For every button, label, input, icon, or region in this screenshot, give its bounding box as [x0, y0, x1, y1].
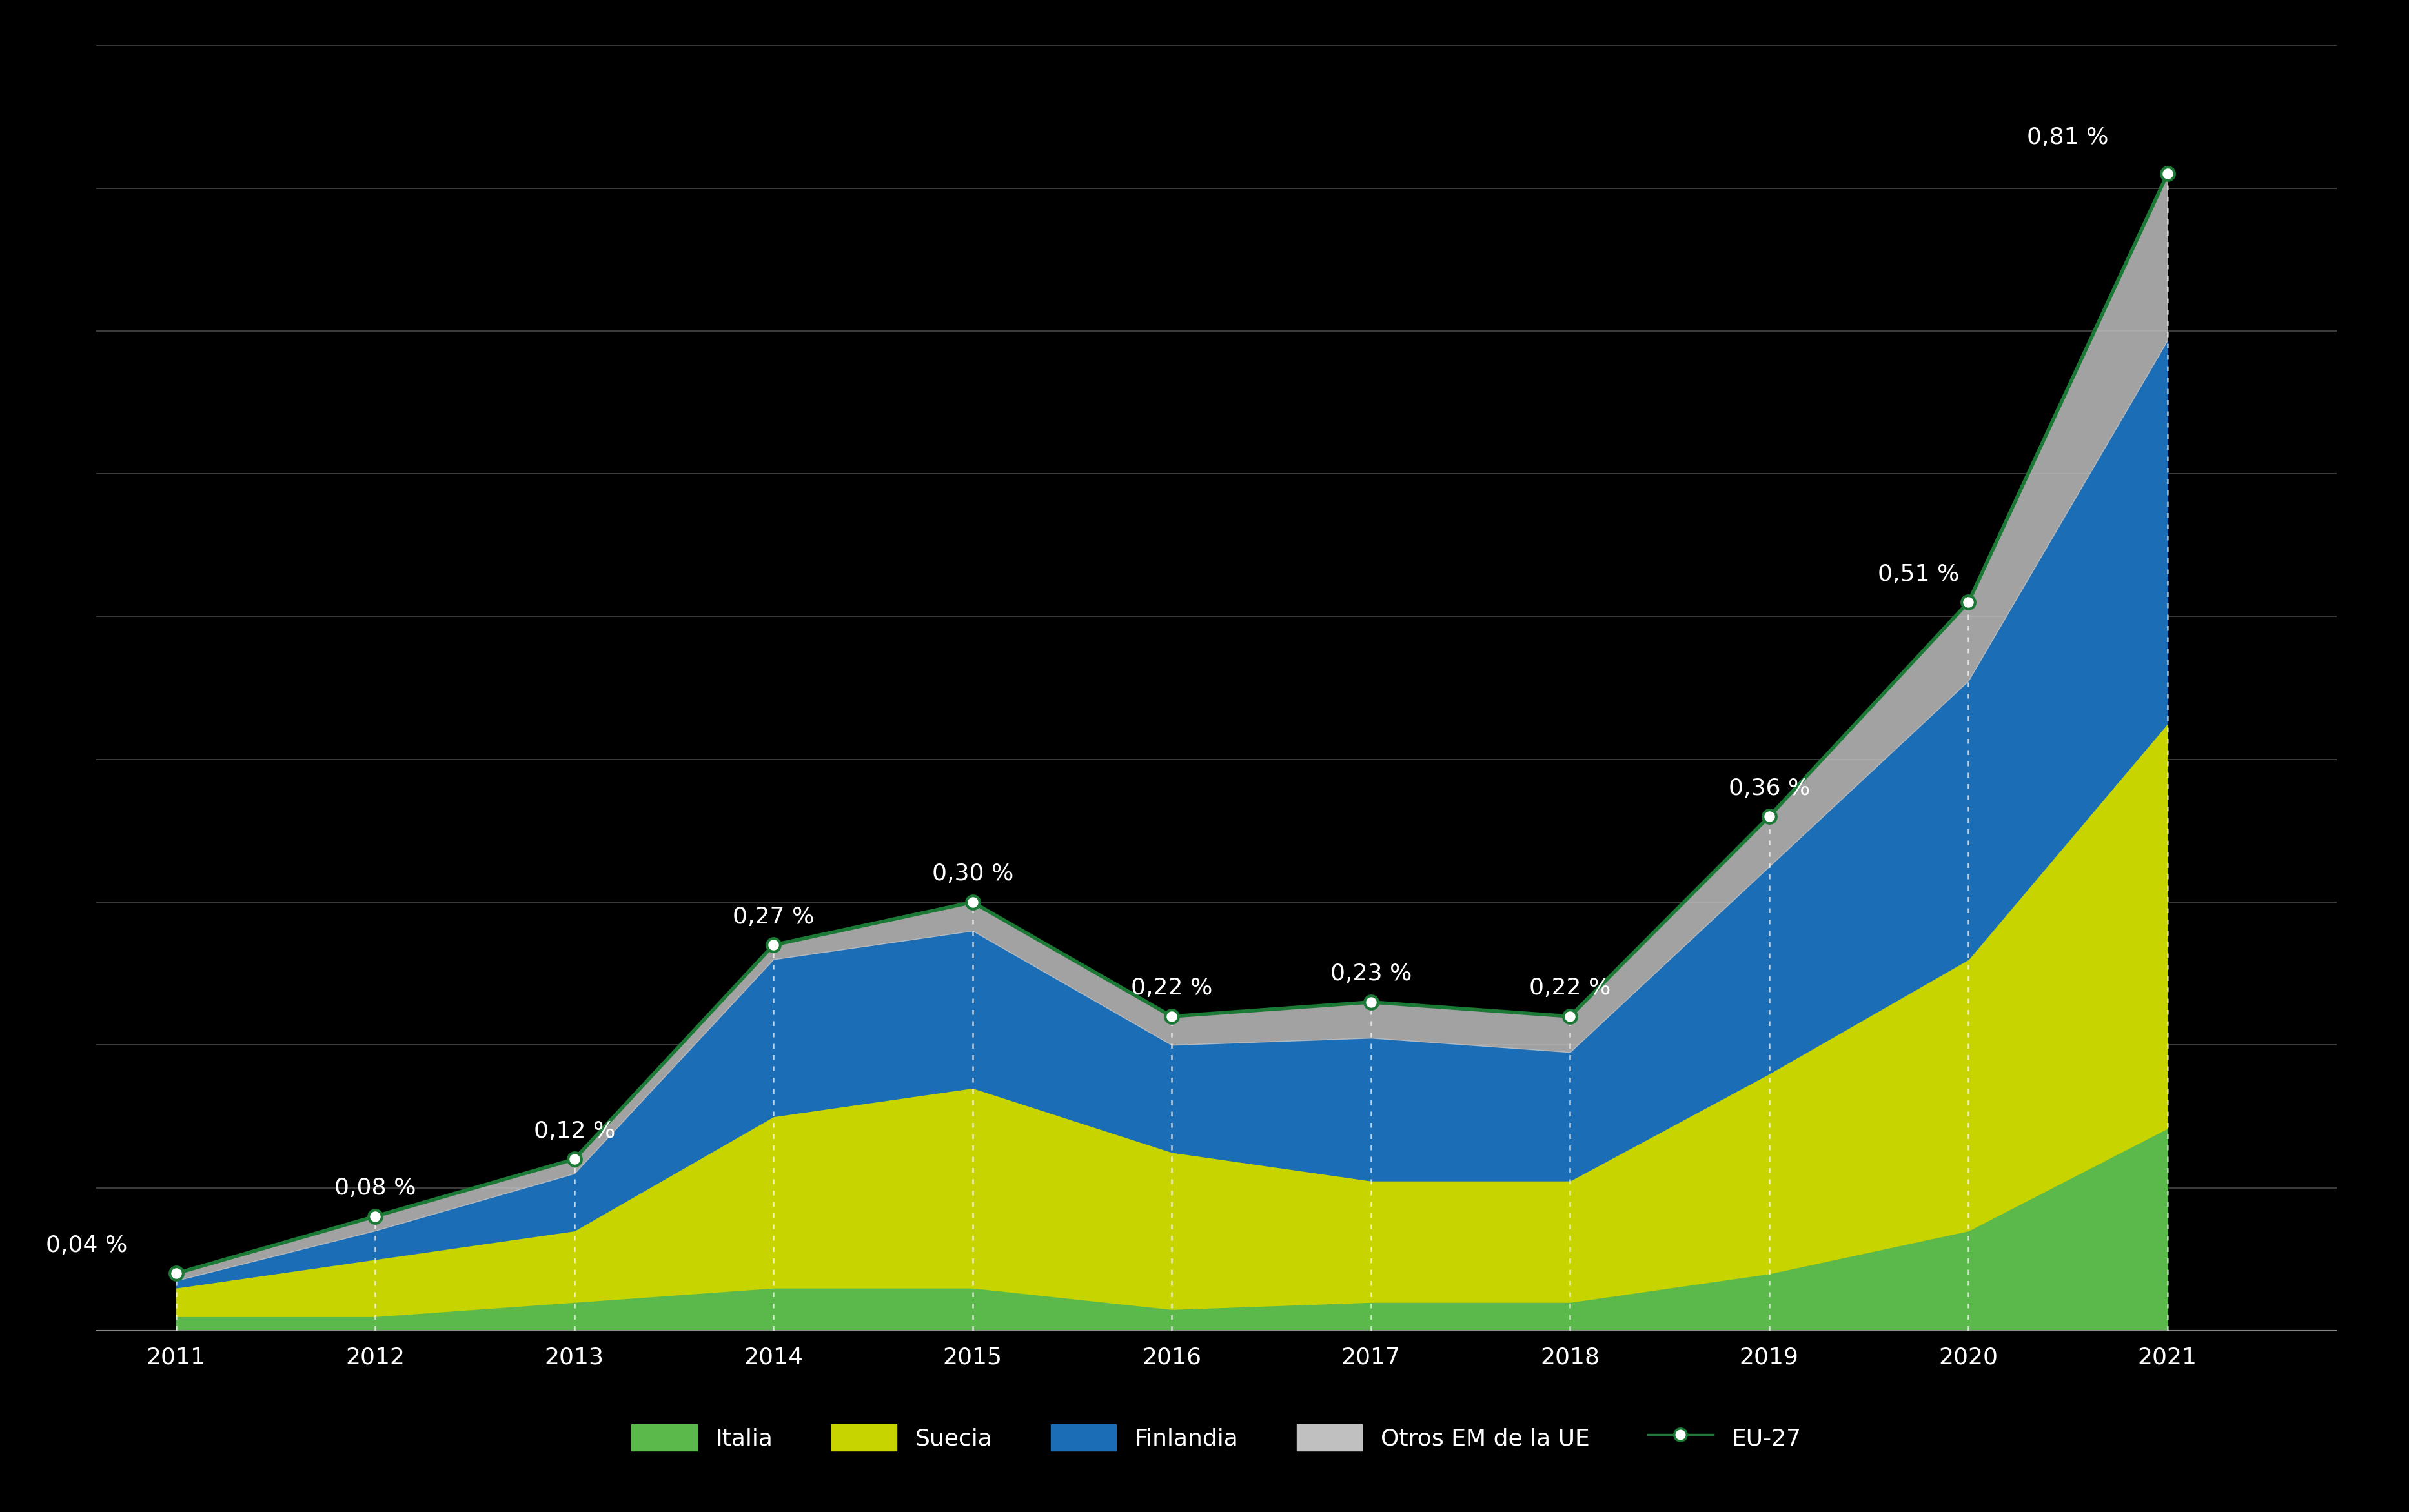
- Point: [954, 891, 993, 915]
- Text: 0,23 %: 0,23 %: [1330, 963, 1412, 984]
- Text: 0,22 %: 0,22 %: [1130, 977, 1212, 999]
- Text: 0,30 %: 0,30 %: [932, 863, 1014, 885]
- Point: [1152, 1004, 1190, 1028]
- Text: 0,08 %: 0,08 %: [335, 1178, 417, 1199]
- Text: 0,27 %: 0,27 %: [732, 906, 814, 928]
- Point: [2149, 162, 2187, 186]
- Text: 0,36 %: 0,36 %: [1727, 777, 1809, 800]
- Point: [554, 1148, 593, 1172]
- Point: [1949, 590, 1987, 614]
- Point: [1351, 990, 1390, 1015]
- Text: 0,81 %: 0,81 %: [2026, 125, 2108, 148]
- Text: 0,51 %: 0,51 %: [1877, 562, 1959, 585]
- Point: [157, 1261, 195, 1285]
- Text: 0,22 %: 0,22 %: [1530, 977, 1612, 999]
- Point: [1749, 804, 1787, 829]
- Point: [754, 933, 793, 957]
- Point: [1551, 1004, 1590, 1028]
- Legend: Italia, Suecia, Finlandia, Otros EM de la UE, EU-27: Italia, Suecia, Finlandia, Otros EM de l…: [622, 1415, 1812, 1461]
- Point: [357, 1204, 395, 1228]
- Text: 0,12 %: 0,12 %: [532, 1120, 614, 1142]
- Text: 0,04 %: 0,04 %: [46, 1234, 128, 1256]
